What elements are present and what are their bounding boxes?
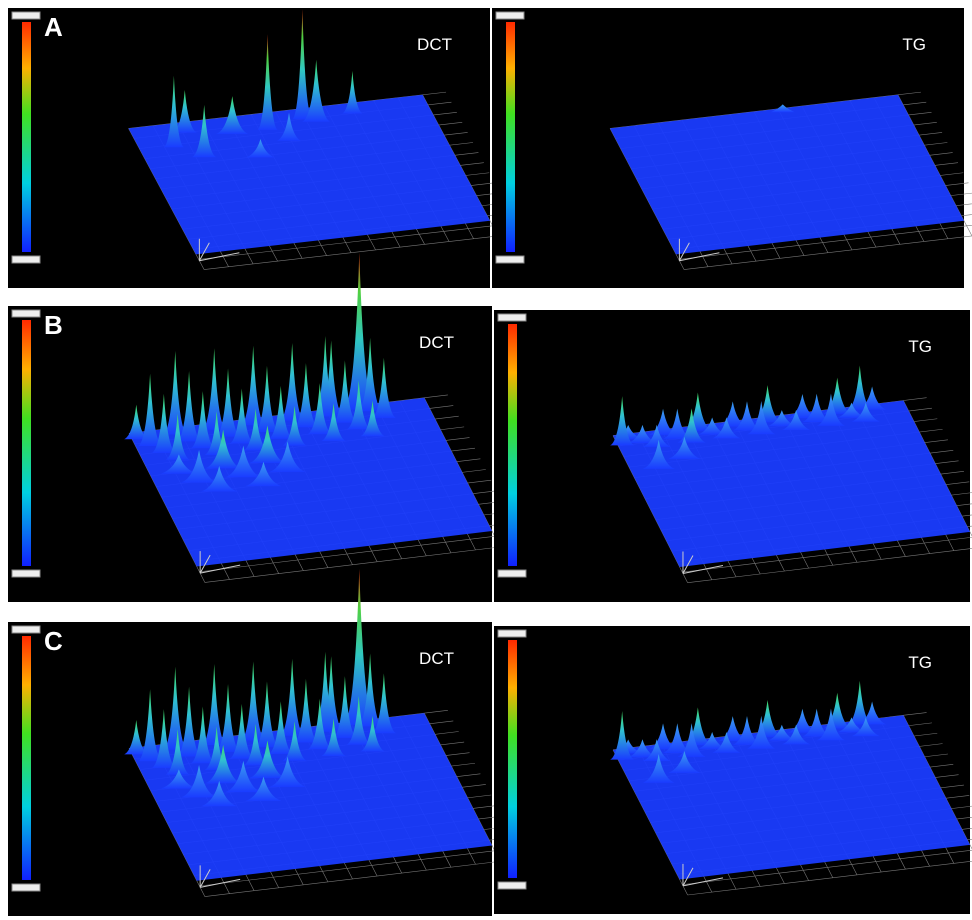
- panel-label: B: [44, 310, 63, 340]
- panel-title: TG: [902, 35, 926, 54]
- colorbar: [506, 22, 515, 252]
- colorbar: [22, 22, 31, 252]
- colorbar-box: [496, 12, 524, 19]
- colorbar-box: [498, 314, 526, 321]
- colorbar-box: [12, 310, 40, 317]
- panel-label: C: [44, 626, 63, 656]
- panel-title: DCT: [417, 35, 452, 54]
- panel-title: DCT: [419, 649, 454, 668]
- colorbar-box: [12, 884, 40, 891]
- panel-title: TG: [908, 337, 932, 356]
- figure: DCT A TG DCT B TG DCT C TG: [0, 0, 972, 920]
- panel-title: TG: [908, 653, 932, 672]
- colorbar-box: [12, 256, 40, 263]
- colorbar: [22, 320, 31, 566]
- colorbar: [22, 636, 31, 880]
- colorbar-box: [498, 570, 526, 577]
- colorbar-box: [12, 626, 40, 633]
- colorbar-box: [12, 570, 40, 577]
- colorbar-box: [498, 882, 526, 889]
- colorbar-box: [498, 630, 526, 637]
- colorbar: [508, 640, 517, 878]
- colorbar: [508, 324, 517, 566]
- panel-label: A: [44, 12, 63, 42]
- colorbar-box: [12, 12, 40, 19]
- colorbar-box: [496, 256, 524, 263]
- panel-title: DCT: [419, 333, 454, 352]
